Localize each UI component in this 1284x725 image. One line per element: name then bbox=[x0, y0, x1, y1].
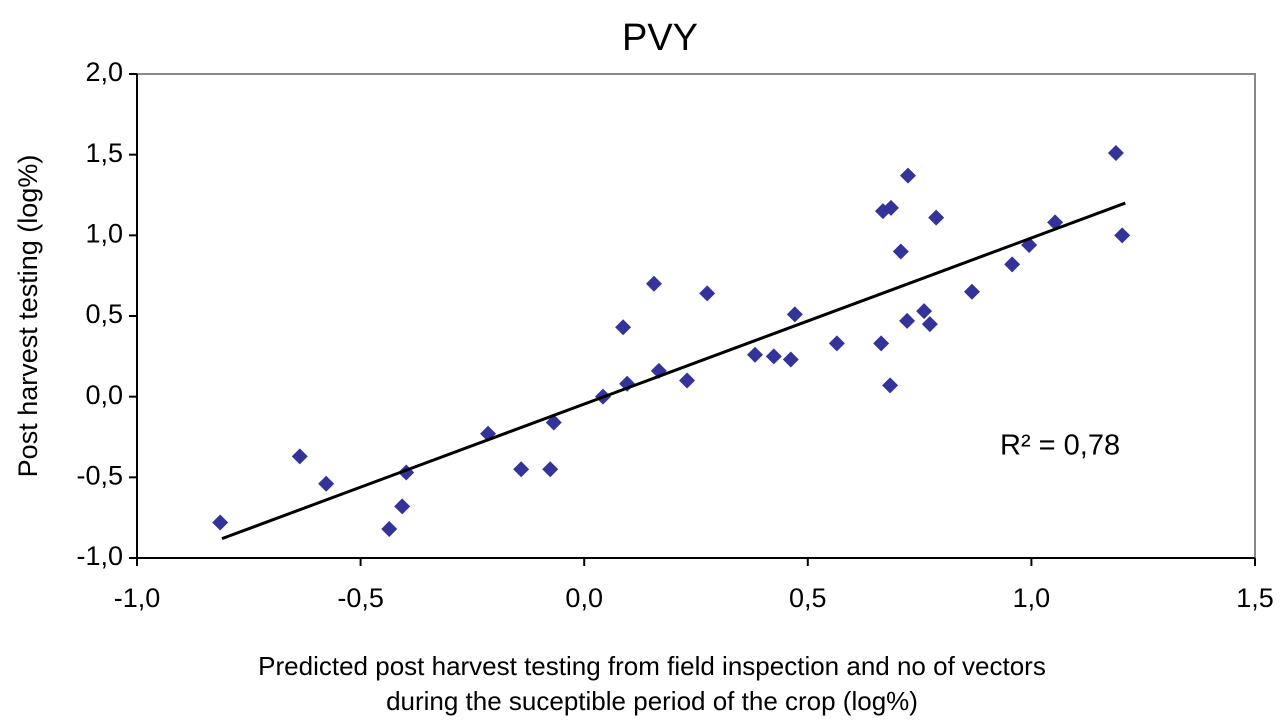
point bbox=[381, 520, 398, 537]
point bbox=[1107, 145, 1124, 162]
point bbox=[921, 316, 938, 333]
point bbox=[1021, 237, 1038, 254]
y-tick-label: 0,0 bbox=[85, 380, 123, 410]
point bbox=[828, 335, 845, 352]
point bbox=[394, 498, 411, 515]
x-tick-label: 0,5 bbox=[789, 583, 827, 613]
y-axis-label: Post harvest testing (log%) bbox=[13, 155, 43, 478]
x-axis-label: Predicted post harvest testing from fiel… bbox=[258, 651, 1046, 681]
point bbox=[765, 348, 782, 365]
point bbox=[318, 475, 335, 492]
y-tick-label: 1,0 bbox=[85, 218, 123, 248]
point bbox=[1004, 256, 1021, 273]
point bbox=[963, 283, 980, 300]
point bbox=[291, 448, 308, 465]
point bbox=[542, 461, 559, 478]
point bbox=[1114, 227, 1131, 244]
y-tick-label: -0,5 bbox=[76, 460, 123, 490]
y-tick-label: 2,0 bbox=[85, 57, 123, 87]
point bbox=[513, 461, 530, 478]
y-tick-label: -1,0 bbox=[76, 541, 123, 571]
point bbox=[545, 414, 562, 431]
point bbox=[699, 285, 716, 302]
point bbox=[747, 346, 764, 363]
point bbox=[786, 306, 803, 323]
trendline bbox=[221, 201, 1126, 541]
point bbox=[916, 303, 933, 320]
point bbox=[212, 514, 229, 531]
point bbox=[615, 319, 632, 336]
r-squared-annotation: R² = 0,78 bbox=[1000, 430, 1120, 462]
y-tick-label: 1,5 bbox=[85, 138, 123, 168]
point bbox=[899, 312, 916, 329]
x-axis-label: during the suceptible period of the crop… bbox=[386, 686, 918, 716]
point bbox=[892, 243, 909, 260]
plot-frame bbox=[136, 73, 1256, 559]
point bbox=[928, 209, 945, 226]
x-tick-label: -1,0 bbox=[114, 583, 161, 613]
x-tick-label: 0,0 bbox=[565, 583, 603, 613]
chart-title: PVY bbox=[622, 17, 698, 59]
x-tick-label: -0,5 bbox=[337, 583, 384, 613]
point bbox=[645, 275, 662, 292]
y-tick-label: 0,5 bbox=[85, 299, 123, 329]
point bbox=[899, 167, 916, 184]
x-tick-label: 1,0 bbox=[1013, 583, 1051, 613]
point bbox=[782, 351, 799, 368]
point bbox=[882, 377, 899, 394]
x-tick-label: 1,5 bbox=[1236, 583, 1274, 613]
point bbox=[882, 199, 899, 216]
point bbox=[679, 372, 696, 389]
point bbox=[873, 335, 890, 352]
